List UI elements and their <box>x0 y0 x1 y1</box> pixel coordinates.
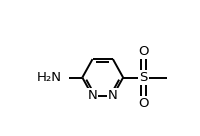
Text: N: N <box>108 89 118 102</box>
Text: O: O <box>138 45 149 58</box>
Text: O: O <box>138 97 149 110</box>
Text: H₂N: H₂N <box>37 71 62 84</box>
Text: N: N <box>88 89 97 102</box>
Text: S: S <box>139 71 148 84</box>
